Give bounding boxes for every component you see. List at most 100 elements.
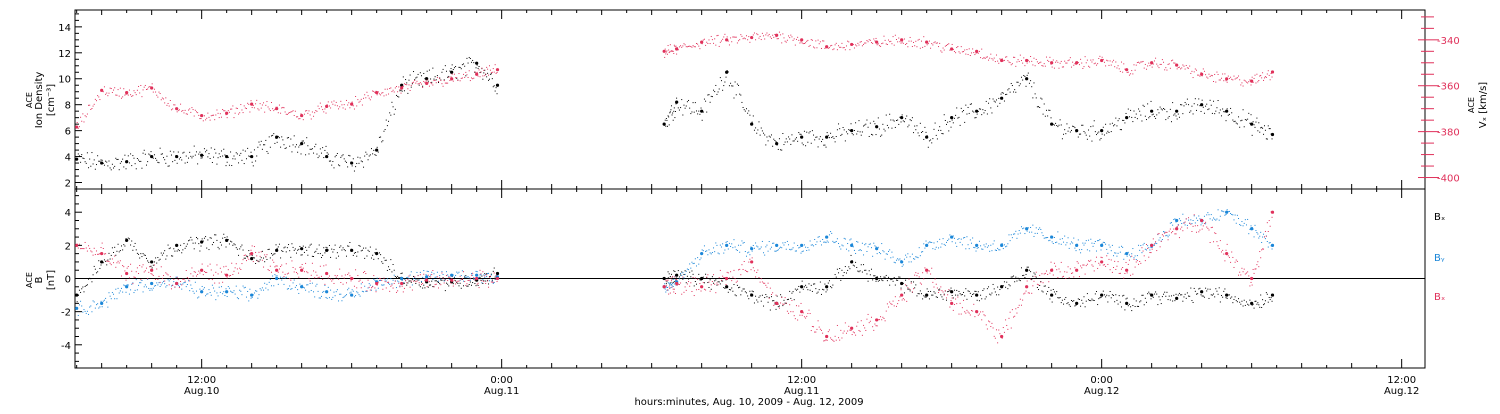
bx-sample — [764, 297, 765, 298]
by-sample — [332, 297, 333, 298]
bz-sample — [1223, 254, 1224, 255]
velocity-x-sample — [729, 44, 730, 45]
bz-sample — [1263, 249, 1264, 250]
velocity-x-sample — [1186, 65, 1187, 66]
bz-sample — [262, 260, 263, 261]
bz-sample — [741, 264, 742, 265]
bx-sample — [1032, 276, 1033, 277]
bz-sample — [966, 310, 967, 311]
bz-sample — [282, 272, 283, 273]
bz-sample — [1257, 261, 1258, 262]
bz-sample — [873, 330, 874, 331]
ion-density-sample — [321, 153, 322, 154]
ion-density-sample — [1163, 108, 1164, 109]
bx-sample — [298, 249, 299, 250]
bx-sample — [1119, 295, 1120, 296]
bz-sample — [78, 248, 79, 249]
by-point — [350, 293, 353, 296]
velocity-x-point — [175, 107, 178, 110]
by-sample — [1202, 223, 1203, 224]
bx-sample — [1189, 296, 1190, 297]
ion-density-sample — [901, 121, 902, 122]
ion-density-sample — [897, 120, 898, 121]
bz-sample — [206, 272, 207, 273]
ion-density-sample — [1089, 136, 1090, 137]
ion-density-sample — [1019, 85, 1020, 86]
by-sample — [378, 288, 379, 289]
velocity-x-sample — [436, 82, 437, 83]
ion-density-sample — [963, 110, 964, 111]
velocity-x-sample — [478, 76, 479, 77]
bz-point — [1150, 244, 1153, 247]
ion-density-sample — [182, 153, 183, 154]
bx-sample — [263, 258, 264, 259]
ion-density-sample — [197, 163, 198, 164]
bz-sample — [729, 277, 730, 278]
by-sample — [1243, 225, 1244, 226]
bz-sample — [915, 272, 916, 273]
bz-point — [1225, 252, 1228, 255]
ion-density-sample — [841, 134, 842, 135]
bz-sample — [1202, 229, 1203, 230]
velocity-x-sample — [673, 51, 674, 52]
by-sample — [1130, 256, 1131, 257]
velocity-x-sample — [1221, 78, 1222, 79]
ion-density-sample — [476, 67, 477, 68]
bx-sample — [841, 270, 842, 271]
by-sample — [839, 246, 840, 247]
bz-sample — [1082, 265, 1083, 266]
by-sample — [1164, 232, 1165, 233]
velocity-x-sample — [405, 84, 406, 85]
bx-sample — [137, 253, 138, 254]
by-sample — [754, 248, 755, 249]
velocity-x-sample — [138, 86, 139, 87]
by-sample — [183, 282, 184, 283]
by-sample — [983, 244, 984, 245]
velocity-x-sample — [157, 97, 158, 98]
bx-sample — [289, 250, 290, 251]
velocity-x-sample — [398, 86, 399, 87]
velocity-x-sample — [1052, 67, 1053, 68]
ion-density-point — [850, 129, 853, 132]
bx-sample — [1160, 299, 1161, 300]
by-sample — [790, 249, 791, 250]
by-sample — [708, 249, 709, 250]
velocity-x-sample — [377, 94, 378, 95]
ion-density-sample — [303, 140, 304, 141]
bz-sample — [244, 255, 245, 256]
bx-sample — [1174, 300, 1175, 301]
bx-sample — [195, 243, 196, 244]
by-sample — [886, 253, 887, 254]
by-sample — [288, 288, 289, 289]
velocity-x-sample — [1237, 77, 1238, 78]
velocity-x-sample — [1215, 82, 1216, 83]
bz-sample — [765, 285, 766, 286]
by-sample — [771, 247, 772, 248]
by-sample — [430, 275, 431, 276]
velocity-x-sample — [319, 108, 320, 109]
bz-sample — [352, 279, 353, 280]
bz-sample — [751, 269, 752, 270]
velocity-x-sample — [680, 45, 681, 46]
density-tick-label: 12 — [58, 49, 71, 60]
by-sample — [1074, 248, 1075, 249]
bx-sample — [948, 291, 949, 292]
ion-density-sample — [998, 98, 999, 99]
bz-sample — [864, 327, 865, 328]
ion-density-sample — [1203, 107, 1204, 108]
velocity-x-sample — [195, 110, 196, 111]
ion-density-sample — [1116, 125, 1117, 126]
velocity-x-sample — [732, 37, 733, 38]
bx-sample — [344, 249, 345, 250]
velocity-x-sample — [922, 47, 923, 48]
ion-density-sample — [695, 102, 696, 103]
velocity-x-sample — [349, 107, 350, 108]
bx-point — [150, 260, 153, 263]
velocity-x-sample — [206, 118, 207, 119]
velocity-x-sample — [888, 40, 889, 41]
bx-sample — [963, 292, 964, 293]
ion-density-sample — [1245, 119, 1246, 120]
by-sample — [466, 277, 467, 278]
bz-sample — [703, 282, 704, 283]
bx-sample — [1118, 304, 1119, 305]
